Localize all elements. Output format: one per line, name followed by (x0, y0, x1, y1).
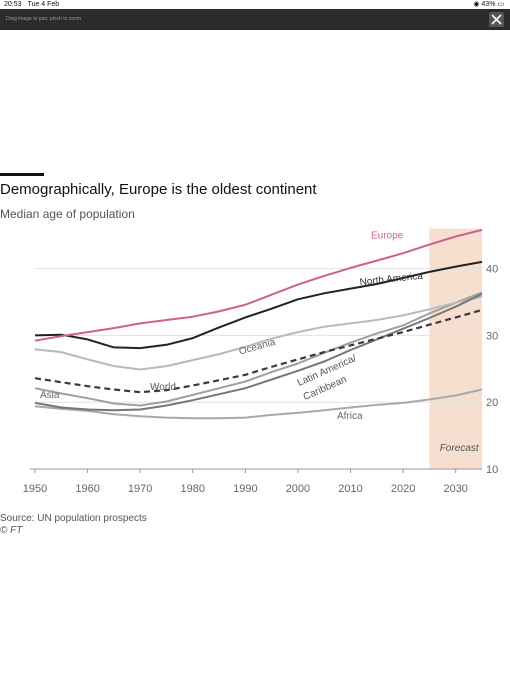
series-label-north-america: North America (359, 271, 424, 289)
x-tick-label: 1980 (181, 483, 205, 495)
x-tick-label: 1960 (75, 483, 99, 495)
status-date: Tue 4 Feb (27, 1, 60, 8)
x-tick-label: 1950 (23, 483, 47, 495)
chart-title: Demographically, Europe is the oldest co… (0, 181, 317, 198)
series-line-oceania (34, 295, 483, 371)
y-tick-label: 40 (486, 264, 498, 276)
y-tick-label: 30 (486, 330, 498, 342)
status-time-date: 20:53 Tue 4 Feb (4, 0, 65, 9)
x-tick-label: 1990 (233, 483, 257, 495)
status-indicators: ◉ 43% ▭ (473, 0, 504, 9)
source-note: Source: UN population prospects (0, 513, 147, 524)
image-viewer-toolbar: Drag image to pan; pinch to zoom (0, 9, 510, 30)
battery-percent: 43% (481, 1, 496, 8)
forecast-band (429, 228, 482, 469)
title-rule (0, 173, 44, 176)
x-tick-label: 1970 (128, 483, 152, 495)
x-tick-label: 2000 (286, 483, 310, 495)
status-time: 20:53 (4, 1, 22, 8)
close-button[interactable] (489, 12, 504, 27)
chart-subtitle: Median age of population (0, 207, 135, 221)
wifi-icon: ◉ (473, 1, 480, 8)
series-label-asia: Asia (40, 390, 60, 401)
series-line-north-america (34, 260, 483, 350)
x-tick-label: 2010 (338, 483, 362, 495)
series-label-world: World (150, 382, 176, 393)
y-tick-label: 10 (486, 464, 498, 476)
copyright-note: © FT (0, 525, 23, 536)
close-icon (491, 14, 502, 25)
battery-icon: ▭ (497, 1, 504, 8)
x-tick-label: 2030 (443, 483, 467, 495)
series-label-oceania: Oceania (238, 337, 277, 358)
series-line-africa (34, 388, 483, 420)
status-bar: 20:53 Tue 4 Feb ◉ 43% ▭ (0, 0, 510, 9)
viewer-hint: Drag image to pan; pinch to zoom (6, 16, 82, 22)
series-line-asia (34, 291, 483, 407)
y-tick-label: 20 (486, 397, 498, 409)
series-line-world (34, 308, 483, 394)
series-label-europe: Europe (371, 231, 404, 242)
series-label-africa: Africa (337, 411, 363, 422)
series-line-europe (34, 228, 483, 342)
x-tick-label: 2020 (391, 483, 415, 495)
forecast-label: Forecast (440, 443, 480, 454)
series-line-latin-america-caribbean (34, 293, 483, 412)
